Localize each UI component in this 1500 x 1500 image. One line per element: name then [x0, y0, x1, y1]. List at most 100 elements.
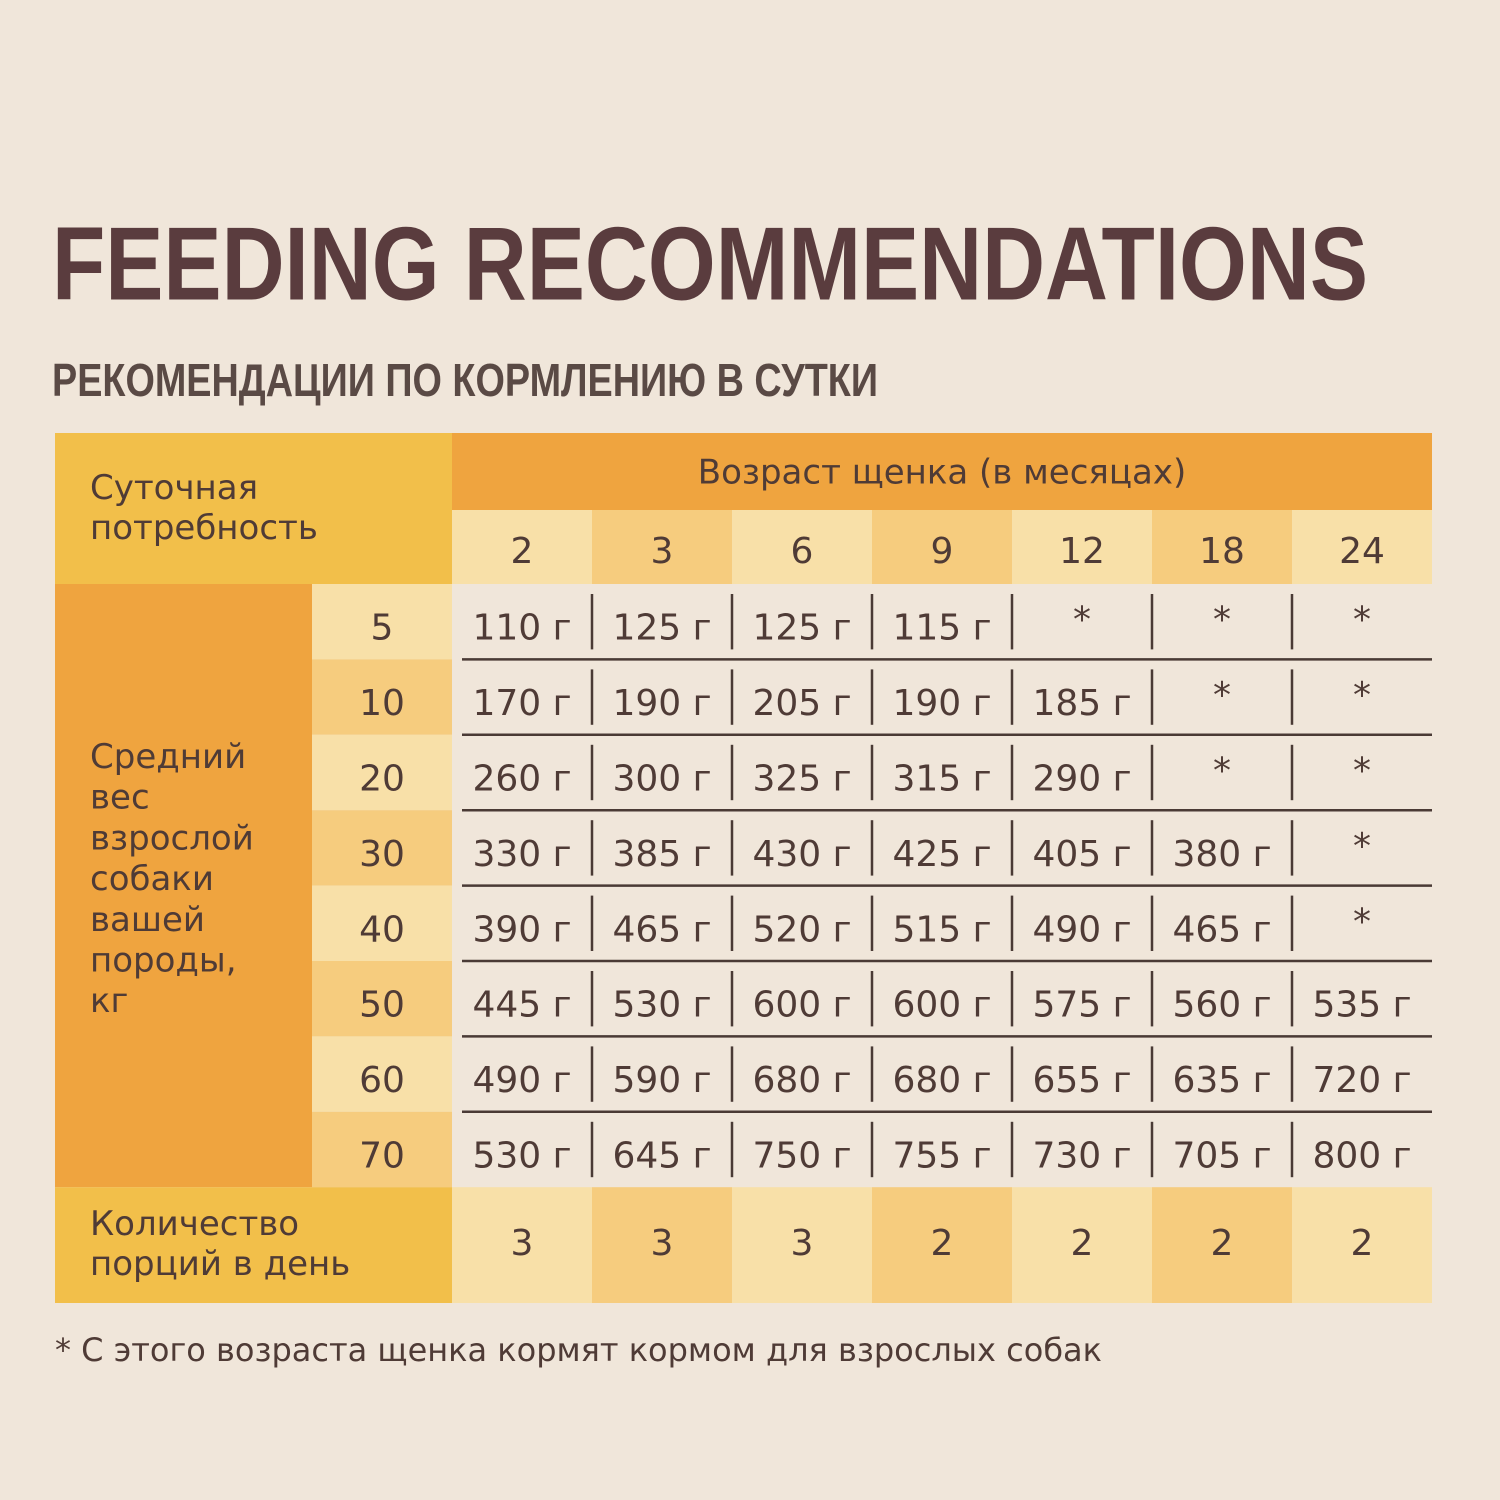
cell-value: 520 г [752, 909, 851, 950]
age-cell [592, 510, 732, 584]
weight-label: 70 [359, 1136, 405, 1177]
cell-value: 730 г [1032, 1136, 1131, 1177]
weight-label: 60 [359, 1060, 405, 1101]
cell-value: 205 г [752, 683, 851, 724]
cell-value: 315 г [892, 759, 991, 800]
age-label: 3 [651, 531, 674, 572]
weight-label: 40 [359, 909, 405, 950]
age-cell [1012, 510, 1152, 584]
cell-value: 385 г [612, 834, 711, 875]
age-label: 2 [511, 531, 534, 572]
cell-value: 115 г [892, 608, 991, 649]
portions-value: 3 [651, 1223, 674, 1264]
portions-cell [1152, 1187, 1292, 1303]
cell-value: 465 г [1172, 909, 1271, 950]
cell-value: 465 г [612, 909, 711, 950]
weight-label: 5 [371, 608, 394, 649]
cell-value: 425 г [892, 834, 991, 875]
cell-value: 600 г [752, 985, 851, 1026]
cell-value: * [1353, 901, 1371, 942]
cell-value: * [1353, 600, 1371, 641]
portions-cell [732, 1187, 872, 1303]
cell-value: 535 г [1312, 985, 1411, 1026]
cell-value: 110 г [472, 608, 571, 649]
cell-value: 645 г [612, 1136, 711, 1177]
cell-value: * [1073, 600, 1091, 641]
age-cell [452, 510, 592, 584]
cell-value: 490 г [1032, 909, 1131, 950]
weight-header-cell [55, 584, 312, 1188]
cell-value: 380 г [1172, 834, 1271, 875]
cell-value: 560 г [1172, 985, 1271, 1026]
cell-value: 755 г [892, 1136, 991, 1177]
cell-value: 490 г [472, 1060, 571, 1101]
cell-value: 720 г [1312, 1060, 1411, 1101]
weight-label: 30 [359, 834, 405, 875]
cell-value: 800 г [1312, 1136, 1411, 1177]
cell-value: * [1213, 600, 1231, 641]
age-cell [872, 510, 1012, 584]
cell-value: 260 г [472, 759, 571, 800]
portions-cell [1292, 1187, 1432, 1303]
portions-value: 2 [1211, 1223, 1234, 1264]
weight-cell [312, 584, 452, 660]
portions-value: 3 [791, 1223, 814, 1264]
cell-value: 125 г [752, 608, 851, 649]
cell-value: * [1353, 675, 1371, 716]
age-label: 12 [1059, 531, 1105, 572]
weight-cell [312, 734, 452, 811]
weight-cell [312, 1036, 452, 1112]
cell-value: 390 г [472, 909, 571, 950]
weight-cell [312, 961, 452, 1037]
age-header-cell [452, 433, 1432, 510]
age-header: Возраст щенка (в месяцах) [698, 453, 1186, 493]
portions-label-cell [55, 1187, 452, 1303]
weight-label: 50 [359, 985, 405, 1026]
cell-value: 590 г [612, 1060, 711, 1101]
portions-value: 2 [1071, 1223, 1094, 1264]
cell-value: 635 г [1172, 1060, 1271, 1101]
portions-cell [872, 1187, 1012, 1303]
title: FEEDING RECOMMENDATIONS [52, 206, 1368, 322]
portions-value: 3 [511, 1223, 534, 1264]
cell-value: 405 г [1032, 834, 1131, 875]
cell-value: 750 г [752, 1136, 851, 1177]
portions-label: Количество порций в день [90, 1204, 350, 1284]
age-cell [1292, 510, 1432, 584]
cell-value: 655 г [1032, 1060, 1131, 1101]
footnote: * С этого возраста щенка кормят кормом д… [55, 1331, 1102, 1369]
weight-cell [312, 810, 452, 886]
weight-label: 20 [359, 759, 405, 800]
weight-label: 10 [359, 683, 405, 724]
cell-value: 705 г [1172, 1136, 1271, 1177]
cell-value: 575 г [1032, 985, 1131, 1026]
weight-header: Средний вес взрослой собаки вашей породы, кг [90, 737, 254, 1021]
age-label: 24 [1339, 531, 1385, 572]
cell-value: 430 г [752, 834, 851, 875]
age-cell [732, 510, 872, 584]
cell-value: 300 г [612, 759, 711, 800]
portions-value: 2 [931, 1223, 954, 1264]
cell-value: 530 г [472, 1136, 571, 1177]
weight-cell [312, 885, 452, 961]
cell-value: 190 г [612, 683, 711, 724]
corner-label: Суточная потребность [90, 468, 318, 548]
cell-value: 445 г [472, 985, 571, 1026]
portions-value: 2 [1351, 1223, 1374, 1264]
cell-value: 530 г [612, 985, 711, 1026]
cell-value: 600 г [892, 985, 991, 1026]
cell-value: 325 г [752, 759, 851, 800]
cell-value: * [1353, 751, 1371, 792]
age-label: 9 [931, 531, 954, 572]
portions-cell [1012, 1187, 1152, 1303]
corner-cell [55, 433, 452, 584]
portions-cell [452, 1187, 592, 1303]
weight-cell [312, 1111, 452, 1188]
cell-value: * [1213, 675, 1231, 716]
cell-value: 170 г [472, 683, 571, 724]
cell-value: 680 г [752, 1060, 851, 1101]
cell-value: 190 г [892, 683, 991, 724]
subtitle: РЕКОМЕНДАЦИИ ПО КОРМЛЕНИЮ В СУТКИ [52, 354, 878, 406]
age-label: 6 [791, 531, 814, 572]
